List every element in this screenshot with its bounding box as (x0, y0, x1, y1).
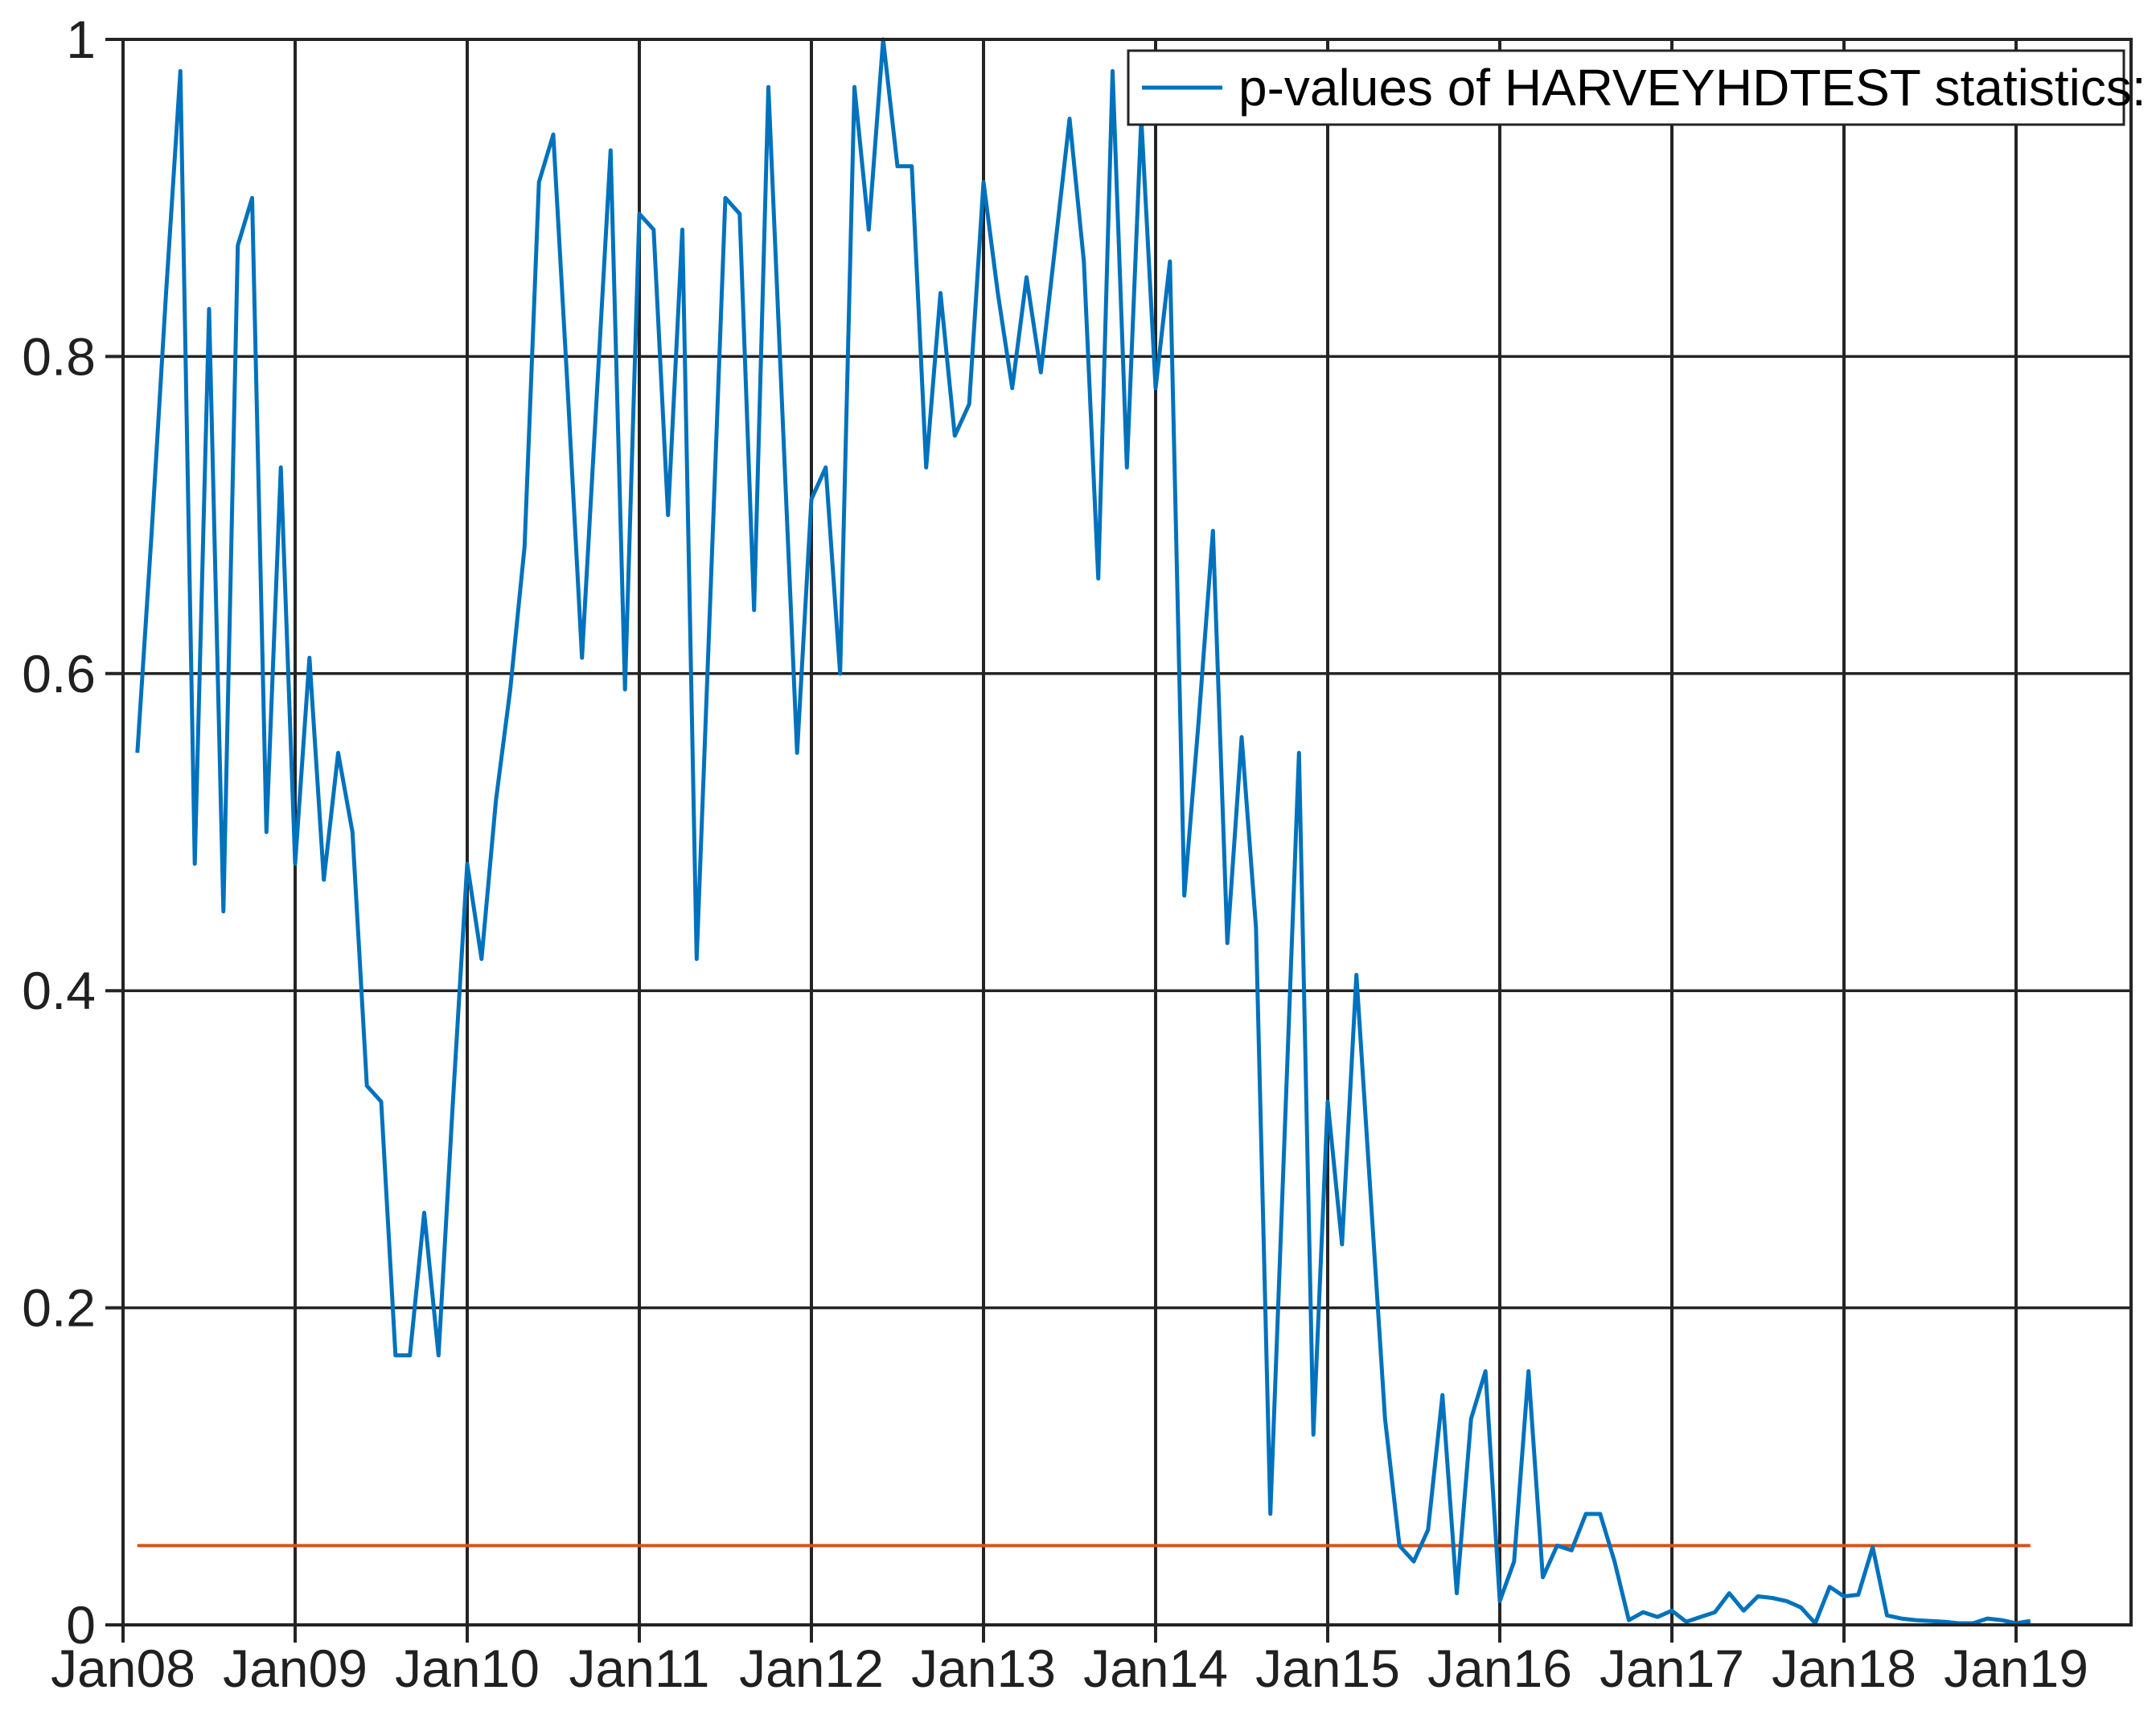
x-tick-label: Jan19 (1944, 1639, 2088, 1698)
x-tick-label: Jan17 (1600, 1639, 1744, 1698)
x-tick-label: Jan15 (1255, 1639, 1400, 1698)
x-tick-label: Jan18 (1772, 1639, 1916, 1698)
x-tick-label: Jan10 (395, 1639, 540, 1698)
y-tick-label: 0.8 (22, 326, 96, 386)
y-tick-label: 0.4 (22, 961, 96, 1020)
y-tick-label: 0.2 (22, 1278, 96, 1338)
y-tick-label: 0.6 (22, 644, 96, 704)
pvalue-line-series (135, 37, 2031, 1626)
legend-label: p-values of HARVEYHDTEST statistics: (1238, 59, 2146, 117)
x-tick-label: Jan13 (911, 1639, 1056, 1698)
x-tick-labels: Jan08 Jan09 Jan10 Jan11 Jan12 Jan13 Jan14 Jan15… (51, 1639, 2088, 1698)
x-tick-label: Jan14 (1083, 1639, 1228, 1698)
x-tick-label: Jan16 (1427, 1639, 1572, 1698)
legend-border (1127, 49, 2125, 126)
y-tick-labels: 0 0.2 0.4 0.6 0.8 1 (22, 10, 96, 1655)
x-tick-label: Jan08 (51, 1639, 195, 1698)
x-tick-label: Jan09 (223, 1639, 368, 1698)
plot-border (121, 38, 2133, 1626)
axis-ticks (105, 38, 2018, 1643)
gridlines (121, 39, 2131, 1625)
y-tick-label: 0 (66, 1595, 96, 1655)
y-tick-label: 1 (66, 10, 96, 69)
x-tick-label: Jan11 (569, 1639, 710, 1698)
legend-box: p-values of HARVEYHDTEST statistics: (1127, 49, 2146, 126)
x-tick-label: Jan12 (739, 1639, 884, 1698)
